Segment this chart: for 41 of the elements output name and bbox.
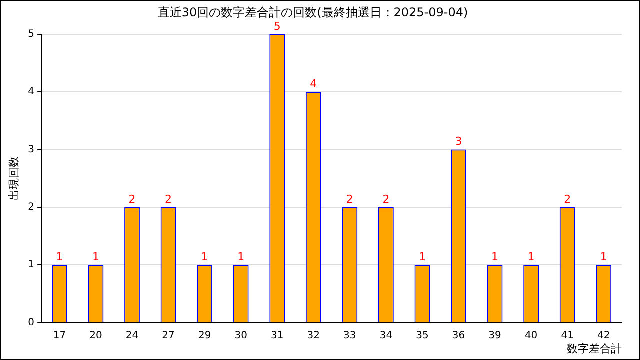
x-tick-label: 17 <box>53 330 66 342</box>
x-tick-label: 29 <box>198 330 212 342</box>
x-tick-label: 33 <box>344 330 356 342</box>
x-tick-label: 20 <box>90 330 102 342</box>
x-tick-label: 31 <box>271 330 284 342</box>
x-tick-label: 24 <box>126 330 139 342</box>
y-tick-label: 1 <box>28 260 35 271</box>
data-label: 1 <box>201 250 208 264</box>
x-tick-label: 27 <box>162 330 175 342</box>
data-label: 5 <box>274 20 281 33</box>
x-tick-label: 32 <box>307 330 320 342</box>
x-tick-label: 36 <box>452 330 466 342</box>
chart-title: 直近30回の数字差合計の回数(最終抽選日：2025-09-04) <box>158 5 468 20</box>
x-tick-label: 41 <box>561 330 574 342</box>
x-axis-title: 数字差合計 <box>567 342 622 356</box>
data-label: 1 <box>492 250 499 264</box>
y-tick-label: 0 <box>28 317 35 328</box>
data-label: 2 <box>128 192 136 206</box>
data-label: 1 <box>600 250 608 264</box>
x-tick-label: 42 <box>597 330 610 342</box>
data-label: 1 <box>56 250 64 264</box>
y-tick-label: 2 <box>28 202 35 214</box>
data-label: 1 <box>528 250 535 264</box>
data-label: 4 <box>310 77 318 90</box>
data-label: 1 <box>238 250 245 264</box>
x-tick-label: 35 <box>416 330 429 342</box>
data-label: 3 <box>455 135 462 148</box>
data-label: 1 <box>92 250 100 264</box>
x-tick-label: 30 <box>234 330 248 342</box>
data-label: 2 <box>564 192 572 206</box>
y-tick-label: 5 <box>28 28 35 40</box>
data-label: 2 <box>165 192 172 206</box>
data-label: 2 <box>382 192 390 206</box>
x-tick-label: 39 <box>488 330 502 342</box>
y-tick-label: 4 <box>28 86 35 98</box>
y-tick-label: 3 <box>28 144 35 156</box>
data-label: 1 <box>418 250 426 264</box>
x-tick-label: 34 <box>380 330 393 342</box>
x-tick-label: 40 <box>524 330 538 342</box>
y-axis-title: 出現回数 <box>7 156 20 201</box>
data-label: 2 <box>346 192 354 206</box>
